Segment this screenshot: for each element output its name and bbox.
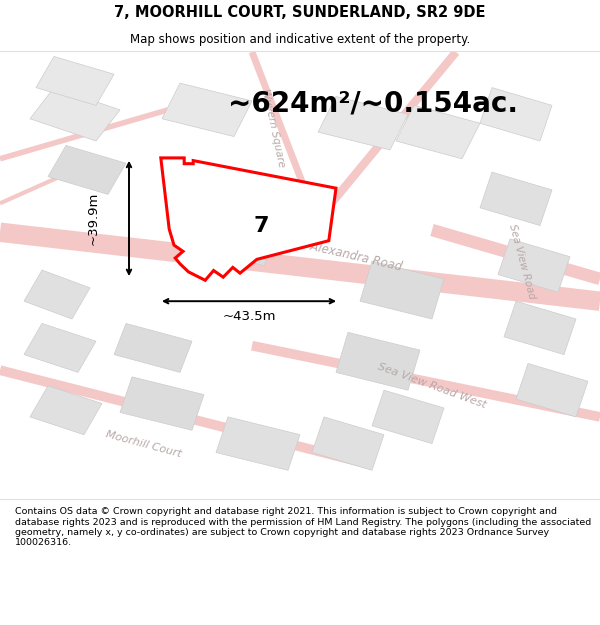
Polygon shape bbox=[162, 83, 252, 136]
Text: ~624m²/~0.154ac.: ~624m²/~0.154ac. bbox=[228, 89, 518, 117]
Polygon shape bbox=[36, 56, 114, 106]
Polygon shape bbox=[516, 364, 588, 417]
Polygon shape bbox=[504, 301, 576, 354]
Text: Sea View Road West: Sea View Road West bbox=[376, 361, 488, 410]
Text: Moorhill Court: Moorhill Court bbox=[105, 429, 183, 459]
Polygon shape bbox=[120, 377, 204, 430]
Text: Contains OS data © Crown copyright and database right 2021. This information is : Contains OS data © Crown copyright and d… bbox=[15, 508, 591, 548]
Polygon shape bbox=[24, 270, 90, 319]
Text: ~39.9m: ~39.9m bbox=[87, 192, 100, 245]
Polygon shape bbox=[24, 324, 96, 372]
Polygon shape bbox=[30, 386, 102, 435]
Text: 7, MOORHILL COURT, SUNDERLAND, SR2 9DE: 7, MOORHILL COURT, SUNDERLAND, SR2 9DE bbox=[114, 5, 486, 20]
Text: Wyvern Square: Wyvern Square bbox=[260, 88, 286, 168]
Polygon shape bbox=[498, 239, 570, 292]
Polygon shape bbox=[312, 417, 384, 470]
Polygon shape bbox=[396, 106, 480, 159]
Polygon shape bbox=[48, 146, 126, 194]
Polygon shape bbox=[318, 96, 408, 150]
Polygon shape bbox=[480, 172, 552, 226]
Polygon shape bbox=[360, 261, 444, 319]
Text: ~43.5m: ~43.5m bbox=[222, 310, 276, 323]
Polygon shape bbox=[480, 88, 552, 141]
Polygon shape bbox=[30, 88, 120, 141]
Polygon shape bbox=[192, 213, 282, 266]
Text: Map shows position and indicative extent of the property.: Map shows position and indicative extent… bbox=[130, 33, 470, 46]
Text: Sea View Road: Sea View Road bbox=[507, 222, 537, 300]
Polygon shape bbox=[114, 324, 192, 372]
Text: 7: 7 bbox=[253, 216, 269, 236]
Polygon shape bbox=[336, 332, 420, 390]
Text: Queen Alexandra Road: Queen Alexandra Road bbox=[268, 230, 404, 273]
Polygon shape bbox=[216, 417, 300, 470]
Polygon shape bbox=[372, 390, 444, 444]
Polygon shape bbox=[161, 158, 336, 280]
